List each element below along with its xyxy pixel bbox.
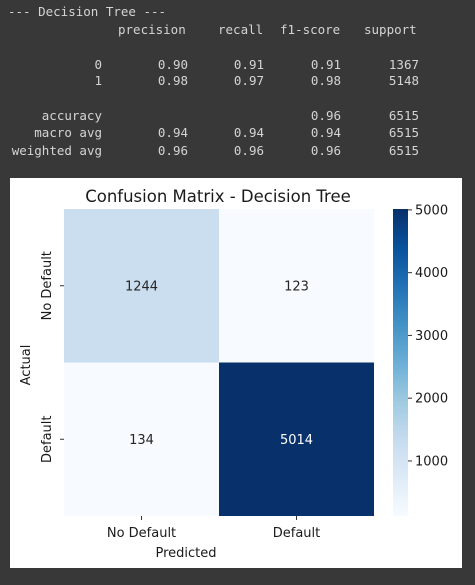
heatmap-cells: 1244 123 134 5014	[64, 209, 374, 516]
row-precision: 0.98	[157, 73, 188, 88]
heatmap-cell	[219, 362, 374, 516]
colorbar-tick-label: 1000	[415, 454, 448, 469]
row-recall: 0.91	[233, 57, 264, 72]
col-header-f1: f1-score	[280, 22, 341, 37]
row-support: 1367	[388, 57, 419, 72]
confusion-matrix-figure: Confusion Matrix - Decision Tree 1244 123…	[10, 178, 462, 568]
cell-value-label: 134	[129, 433, 154, 448]
cell-value-label: 123	[284, 279, 309, 294]
cell-value-label: 1244	[125, 279, 158, 294]
summary-recall: 0.94	[233, 125, 264, 140]
summary-recall: 0.96	[233, 143, 264, 158]
summary-precision: 0.96	[157, 143, 188, 158]
colorbar-tick-label: 2000	[415, 392, 448, 407]
colorbar-ticks: 1000 2000 3000 4000 5000	[408, 203, 448, 469]
row-label: 1	[94, 73, 102, 88]
x-tick-label: Default	[273, 526, 321, 541]
col-header-precision: precision	[118, 22, 186, 37]
summary-label: macro avg	[34, 125, 102, 140]
summary-f1: 0.96	[310, 108, 341, 123]
summary-support: 6515	[388, 143, 419, 158]
x-axis-label: Predicted	[155, 546, 216, 561]
colorbar-tick-label: 4000	[415, 266, 448, 281]
row-label: 0	[94, 57, 102, 72]
classification-report: --- Decision Tree --- precision recall f…	[0, 0, 475, 170]
row-recall: 0.97	[233, 73, 264, 88]
col-header-recall: recall	[218, 22, 264, 37]
chart-title: Confusion Matrix - Decision Tree	[85, 187, 351, 206]
row-f1: 0.98	[310, 73, 341, 88]
summary-f1: 0.94	[310, 125, 341, 140]
heatmap-cell	[219, 209, 374, 363]
summary-label: accuracy	[41, 108, 102, 123]
summary-support: 6515	[388, 125, 419, 140]
summary-f1: 0.96	[310, 143, 341, 158]
colorbar	[393, 209, 408, 516]
row-support: 5148	[388, 73, 419, 88]
row-f1: 0.91	[310, 57, 341, 72]
colorbar-tick-label: 3000	[415, 329, 448, 344]
col-header-support: support	[364, 22, 417, 37]
heatmap-cell	[64, 362, 219, 516]
axis-ticks: No Default Default No Default Default	[40, 251, 320, 541]
summary-support: 6515	[388, 108, 419, 123]
y-tick-label: Default	[40, 416, 55, 464]
y-tick-label: No Default	[40, 251, 55, 320]
summary-label: weighted avg	[11, 143, 102, 158]
report-header: --- Decision Tree ---	[8, 4, 167, 19]
y-axis-label: Actual	[19, 345, 34, 386]
summary-precision: 0.94	[157, 125, 188, 140]
x-tick-label: No Default	[107, 526, 176, 541]
heatmap-cell	[64, 209, 219, 363]
cell-value-label: 5014	[280, 433, 313, 448]
confusion-matrix-chart: Confusion Matrix - Decision Tree 1244 123…	[19, 187, 448, 561]
row-precision: 0.90	[157, 57, 188, 72]
colorbar-tick-label: 5000	[415, 203, 448, 218]
